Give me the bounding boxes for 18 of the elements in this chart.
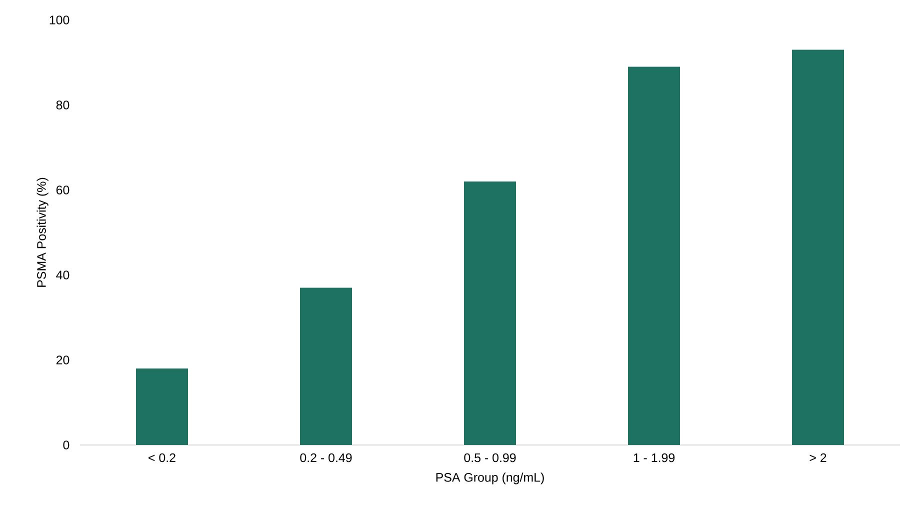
- bar: [464, 181, 516, 445]
- x-tick-label: < 0.2: [148, 453, 176, 462]
- y-axis-title: PSMA Positivity (%): [36, 178, 48, 287]
- y-tick-label: 60: [56, 186, 70, 194]
- y-tick-label: 20: [56, 356, 70, 364]
- y-tick-label: 100: [50, 16, 70, 24]
- y-tick-label: 80: [56, 100, 70, 110]
- bar: [792, 50, 844, 445]
- x-tick-label: 0.5 - 0.99: [464, 453, 516, 462]
- x-axis-title: PSA Group (ng/mL): [436, 472, 544, 484]
- y-tick-label: 0: [63, 440, 70, 450]
- bar: [628, 66, 680, 445]
- x-tick-label: 1 - 1.99: [634, 453, 675, 462]
- y-tick-label: 40: [56, 270, 70, 280]
- bar: [300, 288, 352, 445]
- x-tick-label: 0.2 - 0.49: [300, 453, 352, 462]
- x-tick-label: > 2: [810, 453, 826, 462]
- bar: [136, 368, 188, 445]
